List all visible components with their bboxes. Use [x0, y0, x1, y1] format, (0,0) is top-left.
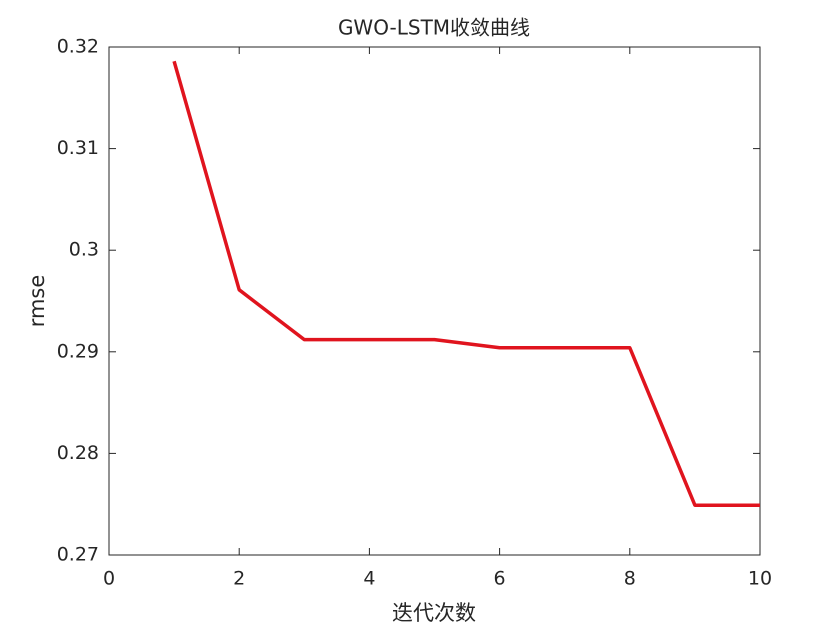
x-tick-label: 8: [624, 568, 636, 590]
y-tick-label: 0.3: [69, 239, 99, 261]
y-tick-label: 0.27: [57, 544, 99, 566]
x-tick-label: 6: [494, 568, 506, 590]
y-tick-label: 0.29: [57, 340, 99, 362]
x-axis-label: 迭代次数: [392, 601, 476, 625]
x-tick-label: 10: [748, 568, 772, 590]
y-tick-label: 0.32: [57, 36, 99, 58]
data-line: [172, 60, 760, 507]
axes-box: [108, 46, 761, 556]
x-tick-label: 4: [363, 568, 375, 590]
y-tick-label: 0.31: [57, 137, 99, 159]
y-tick-label: 0.28: [57, 442, 99, 464]
x-tick-label: 0: [103, 568, 115, 590]
x-tick-label: 2: [233, 568, 245, 590]
chart-title: GWO-LSTM收敛曲线: [338, 16, 530, 40]
y-axis-label: rmse: [25, 275, 49, 328]
